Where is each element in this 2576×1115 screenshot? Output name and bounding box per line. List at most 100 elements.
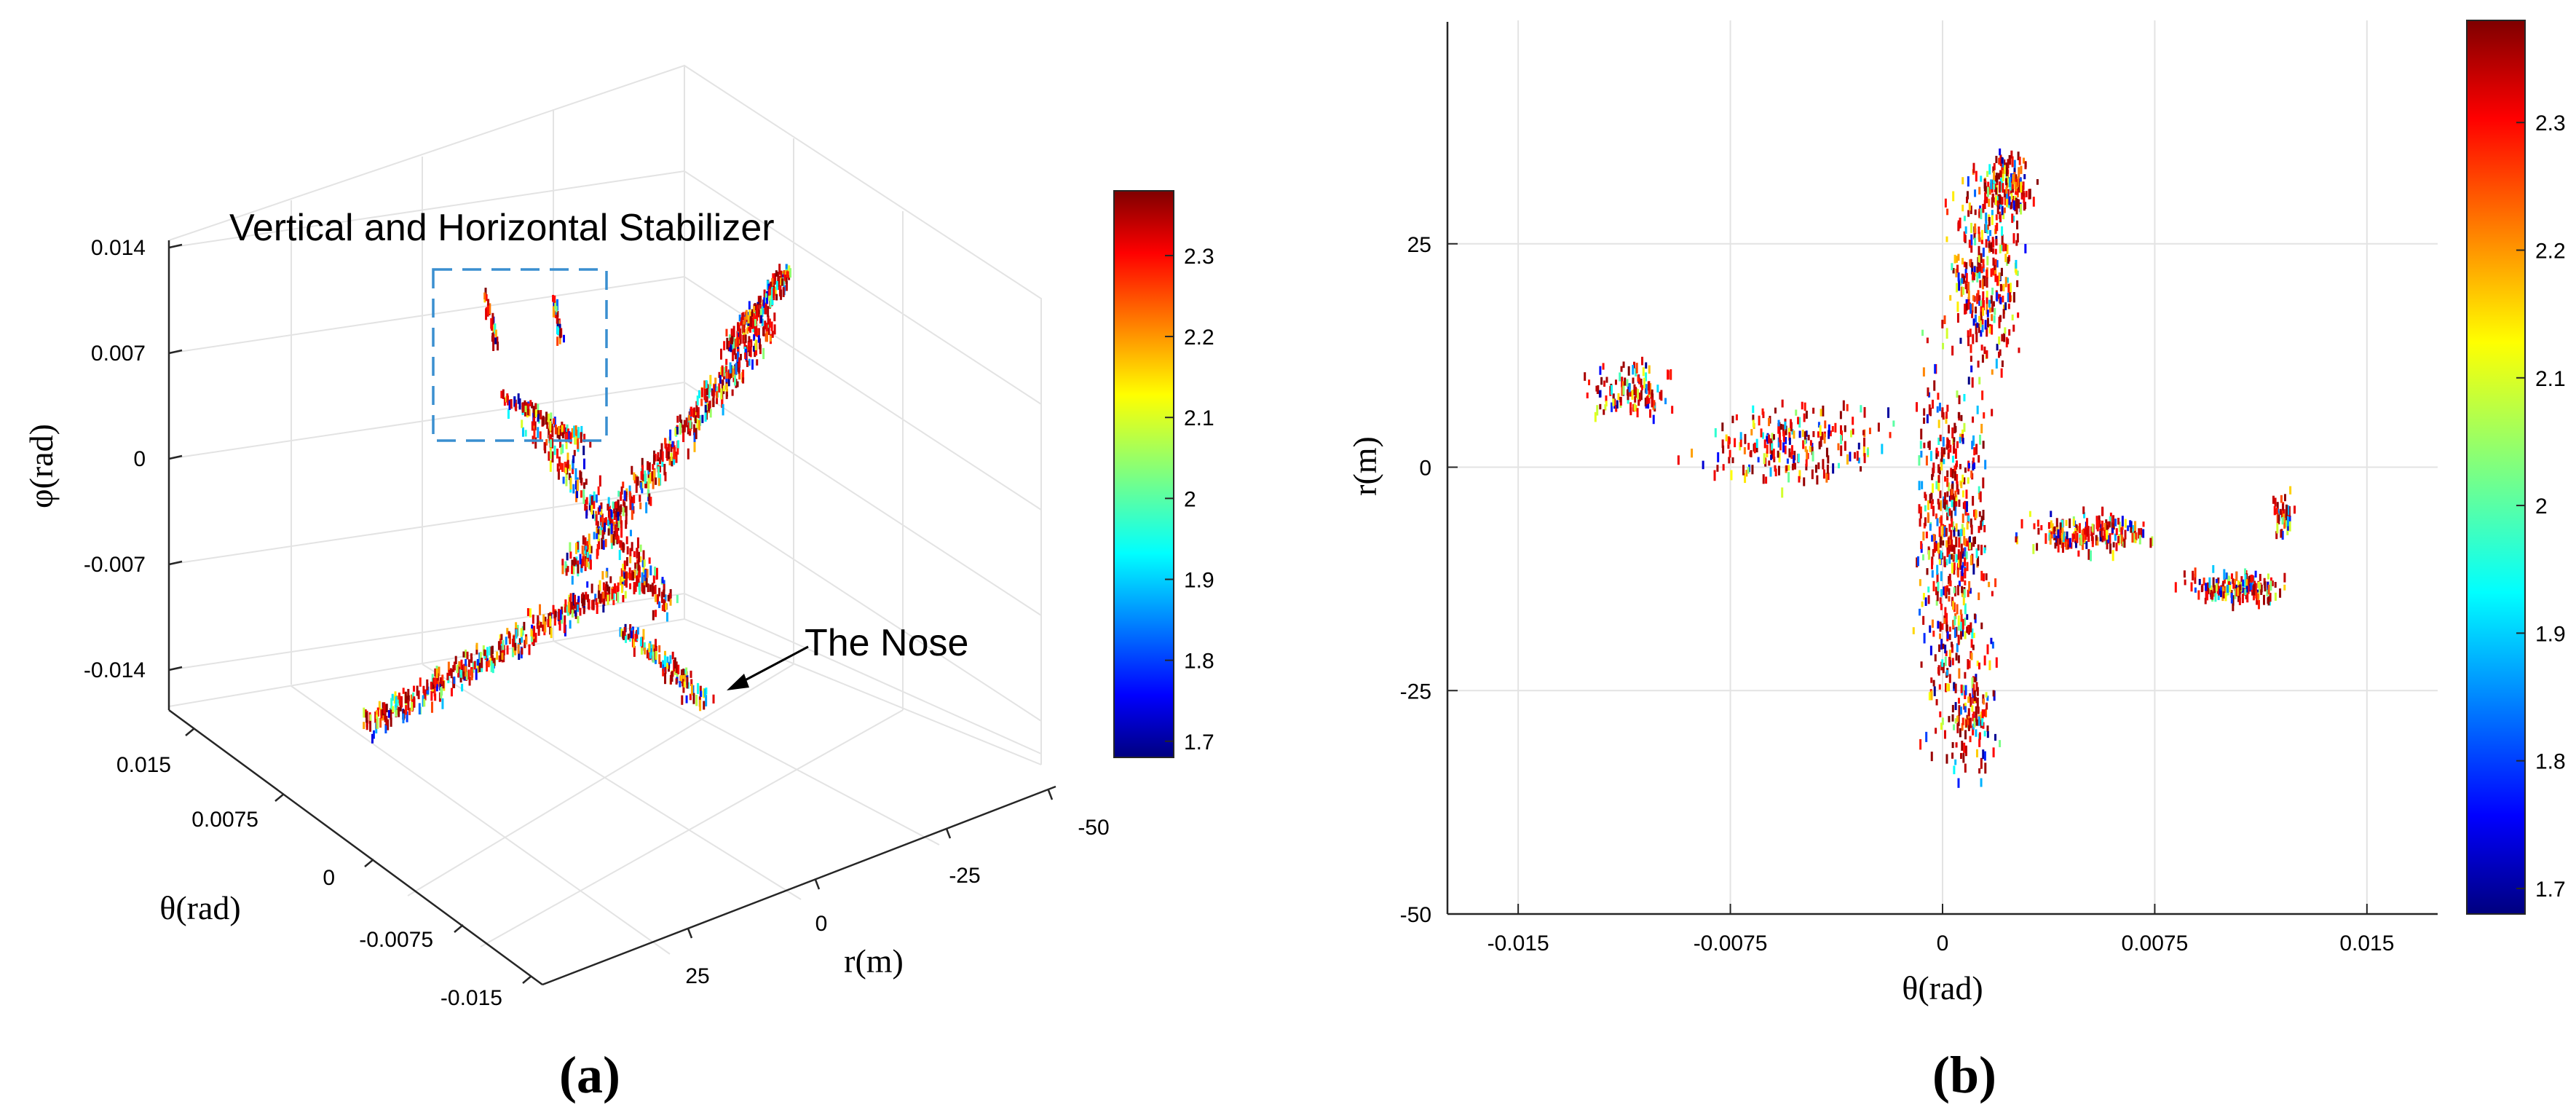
- scatter-point: [1990, 242, 1993, 253]
- scatter-point: [716, 393, 719, 404]
- scatter-point: [1939, 434, 1942, 441]
- scatter-point: [1969, 622, 1972, 633]
- scatter-point: [1963, 527, 1966, 536]
- scatter-point: [2007, 256, 2010, 264]
- scatter-point: [663, 583, 665, 592]
- scatter-point: [1953, 502, 1956, 511]
- scatter-point: [690, 406, 693, 417]
- scatter-point: [1983, 200, 1986, 210]
- scatter-point: [1945, 683, 1948, 693]
- scatter-point: [1969, 328, 1972, 337]
- scatter-point: [633, 570, 636, 579]
- scatter-point: [1958, 395, 1961, 405]
- scatter-point: [408, 707, 411, 715]
- scatter-point: [618, 550, 621, 560]
- scatter-point: [1963, 231, 1966, 242]
- scatter-point: [2260, 589, 2263, 595]
- scatter-point: [1971, 377, 1974, 388]
- scatter-point: [593, 532, 596, 540]
- scatter-point: [2012, 291, 2015, 303]
- scatter-point: [2078, 523, 2081, 534]
- scatter-point: [1978, 377, 1981, 385]
- scatter-point: [671, 671, 673, 682]
- scatter-point: [2256, 593, 2259, 601]
- scatter-point: [1975, 323, 1978, 334]
- scatter-point: [1942, 540, 1945, 546]
- scatter-point: [1930, 501, 1933, 509]
- scatter-point: [677, 664, 680, 674]
- scatter-point: [624, 591, 627, 599]
- scatter-point: [1671, 406, 1674, 414]
- scatter-point: [1622, 385, 1625, 395]
- scatter-point: [1980, 520, 1983, 529]
- scatter-point: [1964, 631, 1967, 639]
- scatter-point: [626, 546, 629, 555]
- scatter-point: [1964, 685, 1967, 696]
- scatter-point: [2072, 519, 2075, 527]
- scatter-point: [530, 629, 533, 637]
- scatter-point: [2281, 513, 2284, 519]
- scatter-point: [2293, 505, 2296, 514]
- scatter-point: [554, 610, 557, 618]
- scatter-point: [564, 615, 566, 626]
- scatter-point: [1811, 446, 1814, 455]
- scatter-point: [1951, 752, 1954, 759]
- scatter-point: [1614, 379, 1617, 385]
- scatter-point: [2241, 594, 2244, 604]
- scatter-point: [528, 644, 531, 655]
- scatter-point: [668, 444, 671, 455]
- nose-arrow: [727, 645, 809, 690]
- scatter-point: [1638, 377, 1641, 385]
- scatter-point: [1932, 505, 1935, 516]
- scatter-point: [1667, 369, 1670, 380]
- scatter-point: [646, 650, 649, 659]
- scatter-point: [2018, 186, 2021, 193]
- scatter-point: [1950, 510, 1953, 521]
- scatter-point: [1793, 454, 1795, 463]
- scatter-point: [570, 601, 573, 612]
- scatter-point: [749, 346, 752, 358]
- scatter-point: [1961, 524, 1964, 529]
- scatter-point: [1852, 417, 1854, 425]
- scatter-point: [2135, 532, 2138, 540]
- scatter-point: [393, 695, 396, 704]
- scatter-point: [491, 312, 494, 325]
- scatter-point: [561, 559, 564, 566]
- scatter-point: [648, 653, 651, 661]
- scatter-point: [1978, 272, 1981, 279]
- scatter-point: [679, 423, 681, 435]
- scatter-point: [725, 328, 728, 336]
- scatter-point: [1960, 543, 1963, 554]
- scatter-point: [487, 299, 490, 306]
- scatter-point: [1938, 684, 1941, 690]
- scatter-point: [617, 516, 620, 528]
- scatter-point: [1768, 434, 1771, 444]
- colorbar-tick-label: 2.3: [2535, 111, 2566, 135]
- scatter-point: [2276, 502, 2279, 510]
- scatter-point: [1953, 470, 1956, 481]
- scatter-point: [577, 596, 580, 603]
- scatter-point: [1849, 430, 1852, 438]
- scatter-point: [385, 704, 388, 713]
- scatter-point: [1629, 407, 1632, 416]
- scatter-point: [585, 478, 588, 485]
- scatter-point: [1961, 565, 1964, 577]
- scatter-point: [498, 655, 501, 663]
- scatter-point: [756, 359, 759, 366]
- scatter-point: [566, 463, 569, 475]
- scatter-point: [506, 393, 509, 403]
- scatter-point: [696, 419, 699, 430]
- scatter-point: [579, 553, 582, 564]
- scatter-point: [753, 306, 756, 312]
- scatter-point: [1995, 173, 1998, 183]
- scatter-point: [497, 342, 499, 351]
- scatter-point: [1958, 558, 1961, 568]
- scatter-point: [1967, 296, 1970, 304]
- scatter-point: [1844, 425, 1846, 433]
- scatter-point: [1999, 171, 2002, 178]
- scatter-point: [639, 556, 642, 562]
- scatter-point: [655, 650, 657, 660]
- scatter-point: [679, 414, 681, 422]
- scatter-point: [2260, 584, 2263, 593]
- scatter-point: [1637, 389, 1640, 400]
